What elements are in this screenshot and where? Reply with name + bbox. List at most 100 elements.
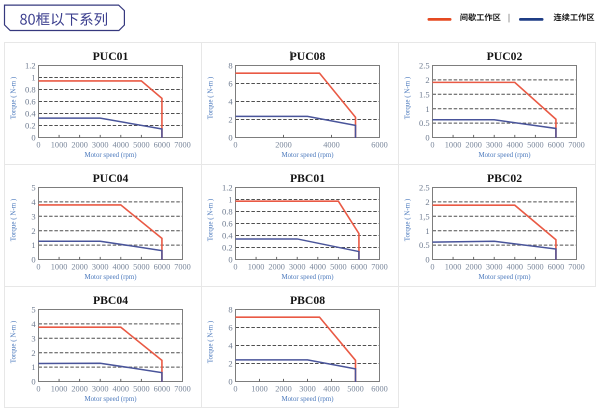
- svg-text:PUC01: PUC01: [93, 50, 129, 63]
- svg-text:0.5: 0.5: [419, 118, 430, 128]
- svg-text:Motor speed (rpm): Motor speed (rpm): [478, 274, 530, 281]
- svg-text:2: 2: [425, 75, 429, 85]
- svg-text:0: 0: [36, 384, 40, 393]
- svg-text:6: 6: [228, 79, 232, 89]
- svg-text:8: 8: [228, 305, 232, 315]
- svg-text:PUC02: PUC02: [487, 50, 523, 63]
- svg-text:PBC04: PBC04: [93, 294, 128, 307]
- svg-text:7000: 7000: [371, 262, 388, 271]
- svg-text:1000: 1000: [51, 384, 68, 393]
- svg-text:3: 3: [31, 333, 35, 343]
- svg-text:Motor speed (rpm): Motor speed (rpm): [84, 396, 136, 403]
- svg-text:1000: 1000: [248, 262, 265, 271]
- svg-text:2: 2: [228, 359, 232, 369]
- svg-text:4000: 4000: [112, 384, 129, 393]
- svg-text:6: 6: [228, 323, 232, 333]
- svg-text:3000: 3000: [299, 384, 316, 393]
- svg-text:4000: 4000: [112, 262, 129, 271]
- svg-text:3000: 3000: [92, 140, 109, 149]
- svg-text:2.5: 2.5: [419, 183, 430, 193]
- svg-text:4: 4: [31, 197, 36, 207]
- svg-text:7000: 7000: [568, 262, 585, 271]
- svg-text:1000: 1000: [445, 140, 462, 149]
- svg-text:0: 0: [430, 262, 434, 271]
- svg-text:7000: 7000: [174, 140, 191, 149]
- svg-text:4000: 4000: [506, 262, 523, 271]
- svg-text:Motor speed (rpm): Motor speed (rpm): [281, 152, 333, 159]
- svg-text:0: 0: [233, 384, 237, 393]
- svg-text:4000: 4000: [506, 140, 523, 149]
- svg-text:7000: 7000: [568, 140, 585, 149]
- svg-text:5000: 5000: [133, 262, 150, 271]
- svg-text:0: 0: [430, 140, 434, 149]
- svg-text:7000: 7000: [174, 262, 191, 271]
- svg-text:0.2: 0.2: [222, 243, 233, 253]
- svg-text:2000: 2000: [71, 140, 88, 149]
- svg-text:5000: 5000: [347, 384, 364, 393]
- svg-text:2000: 2000: [275, 140, 292, 149]
- svg-text:0.8: 0.8: [25, 85, 36, 95]
- svg-text:2000: 2000: [71, 384, 88, 393]
- svg-text:2: 2: [425, 197, 429, 207]
- svg-text:2000: 2000: [275, 384, 292, 393]
- svg-text:5000: 5000: [527, 140, 544, 149]
- svg-text:2000: 2000: [71, 262, 88, 271]
- svg-text:4000: 4000: [309, 262, 326, 271]
- svg-text:4000: 4000: [323, 140, 340, 149]
- svg-text:6000: 6000: [548, 140, 565, 149]
- svg-text:6000: 6000: [371, 140, 388, 149]
- svg-text:1: 1: [425, 226, 429, 236]
- svg-text:6000: 6000: [371, 384, 388, 393]
- svg-text:1.2: 1.2: [25, 61, 36, 71]
- svg-text:0.6: 0.6: [25, 97, 36, 107]
- svg-text:0.2: 0.2: [25, 121, 36, 131]
- svg-text:5000: 5000: [133, 140, 150, 149]
- svg-text:0: 0: [228, 255, 232, 265]
- svg-text:Motor speed (rpm): Motor speed (rpm): [84, 152, 136, 159]
- svg-text:6000: 6000: [154, 262, 171, 271]
- svg-text:Torque ( N-m ): Torque ( N-m ): [207, 198, 215, 241]
- svg-text:5000: 5000: [527, 262, 544, 271]
- svg-text:4: 4: [31, 319, 36, 329]
- svg-text:2.5: 2.5: [419, 61, 430, 71]
- svg-text:2: 2: [31, 226, 35, 236]
- svg-text:5: 5: [31, 305, 35, 315]
- svg-text:7000: 7000: [174, 384, 191, 393]
- svg-text:Torque ( N-m ): Torque ( N-m ): [207, 320, 215, 363]
- svg-text:Motor speed (rpm): Motor speed (rpm): [281, 274, 333, 281]
- svg-text:1: 1: [425, 104, 429, 114]
- svg-text:2: 2: [31, 348, 35, 358]
- svg-text:0: 0: [36, 262, 40, 271]
- svg-text:3000: 3000: [486, 140, 503, 149]
- svg-text:4000: 4000: [112, 140, 129, 149]
- svg-text:1000: 1000: [51, 262, 68, 271]
- svg-text:6000: 6000: [154, 384, 171, 393]
- svg-text:Motor speed (rpm): Motor speed (rpm): [478, 152, 530, 159]
- svg-text:0: 0: [31, 133, 35, 143]
- svg-text:PBC01: PBC01: [290, 172, 325, 185]
- svg-text:0: 0: [233, 140, 237, 149]
- svg-text:PUC08: PUC08: [290, 50, 326, 63]
- svg-text:PUC04: PUC04: [93, 172, 129, 185]
- svg-text:3000: 3000: [486, 262, 503, 271]
- svg-text:3000: 3000: [92, 262, 109, 271]
- svg-text:Motor speed (rpm): Motor speed (rpm): [281, 396, 333, 403]
- svg-text:1000: 1000: [445, 262, 462, 271]
- svg-text:4: 4: [228, 97, 233, 107]
- svg-text:1000: 1000: [251, 384, 268, 393]
- svg-text:Torque ( N-m ): Torque ( N-m ): [10, 198, 18, 241]
- svg-text:0: 0: [31, 255, 35, 265]
- svg-text:0.4: 0.4: [25, 109, 36, 119]
- svg-text:3000: 3000: [289, 262, 306, 271]
- svg-text:1.5: 1.5: [419, 89, 430, 99]
- svg-text:6000: 6000: [351, 262, 368, 271]
- svg-text:Torque ( N-m ): Torque ( N-m ): [10, 320, 18, 363]
- svg-text:1: 1: [31, 362, 35, 372]
- svg-text:0: 0: [36, 140, 40, 149]
- svg-text:Motor speed (rpm): Motor speed (rpm): [84, 274, 136, 281]
- svg-text:Torque ( N-m ): Torque ( N-m ): [10, 76, 18, 119]
- svg-text:5000: 5000: [133, 384, 150, 393]
- svg-text:1,5: 1,5: [419, 211, 430, 221]
- svg-text:2000: 2000: [268, 262, 285, 271]
- svg-text:2: 2: [228, 115, 232, 125]
